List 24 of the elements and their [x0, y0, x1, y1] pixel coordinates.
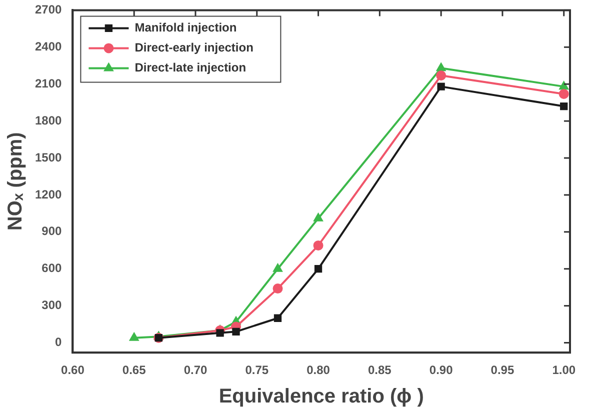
x-tick-label: 0.85	[368, 363, 392, 378]
x-tick-label: 0.90	[429, 363, 454, 378]
y-tick-label: 900	[42, 224, 62, 238]
y-tick-label: 1500	[34, 150, 62, 164]
x-axis-title: Equivalence ratio (ϕ )	[218, 386, 424, 408]
y-axis-title: NOₓ (ppm)	[4, 132, 27, 231]
x-tick-label: 0.75	[245, 363, 269, 378]
y-tick-label: 1200	[34, 187, 62, 202]
legend-label: Direct-early injection	[134, 40, 254, 55]
y-tick-label: 0	[55, 335, 62, 350]
legend-label: Direct-late injection	[134, 60, 246, 75]
y-tick-label: 2100	[34, 76, 62, 90]
x-tick-label: 0.80	[306, 363, 330, 378]
y-tick-label: 2400	[34, 39, 62, 54]
x-tick-label: 1.00	[552, 363, 576, 378]
x-tick-label: 0.70	[184, 363, 208, 378]
x-tick-label: 0.95	[490, 363, 514, 378]
x-tick-label: 0.65	[122, 363, 146, 378]
y-tick-label: 1800	[34, 113, 62, 128]
y-tick-label: 300	[42, 298, 62, 312]
x-tick-label: 0.60	[61, 363, 85, 378]
y-tick-label: 2700	[34, 2, 62, 17]
legend-label: Manifold injection	[134, 20, 237, 35]
y-tick-label: 600	[42, 261, 62, 276]
